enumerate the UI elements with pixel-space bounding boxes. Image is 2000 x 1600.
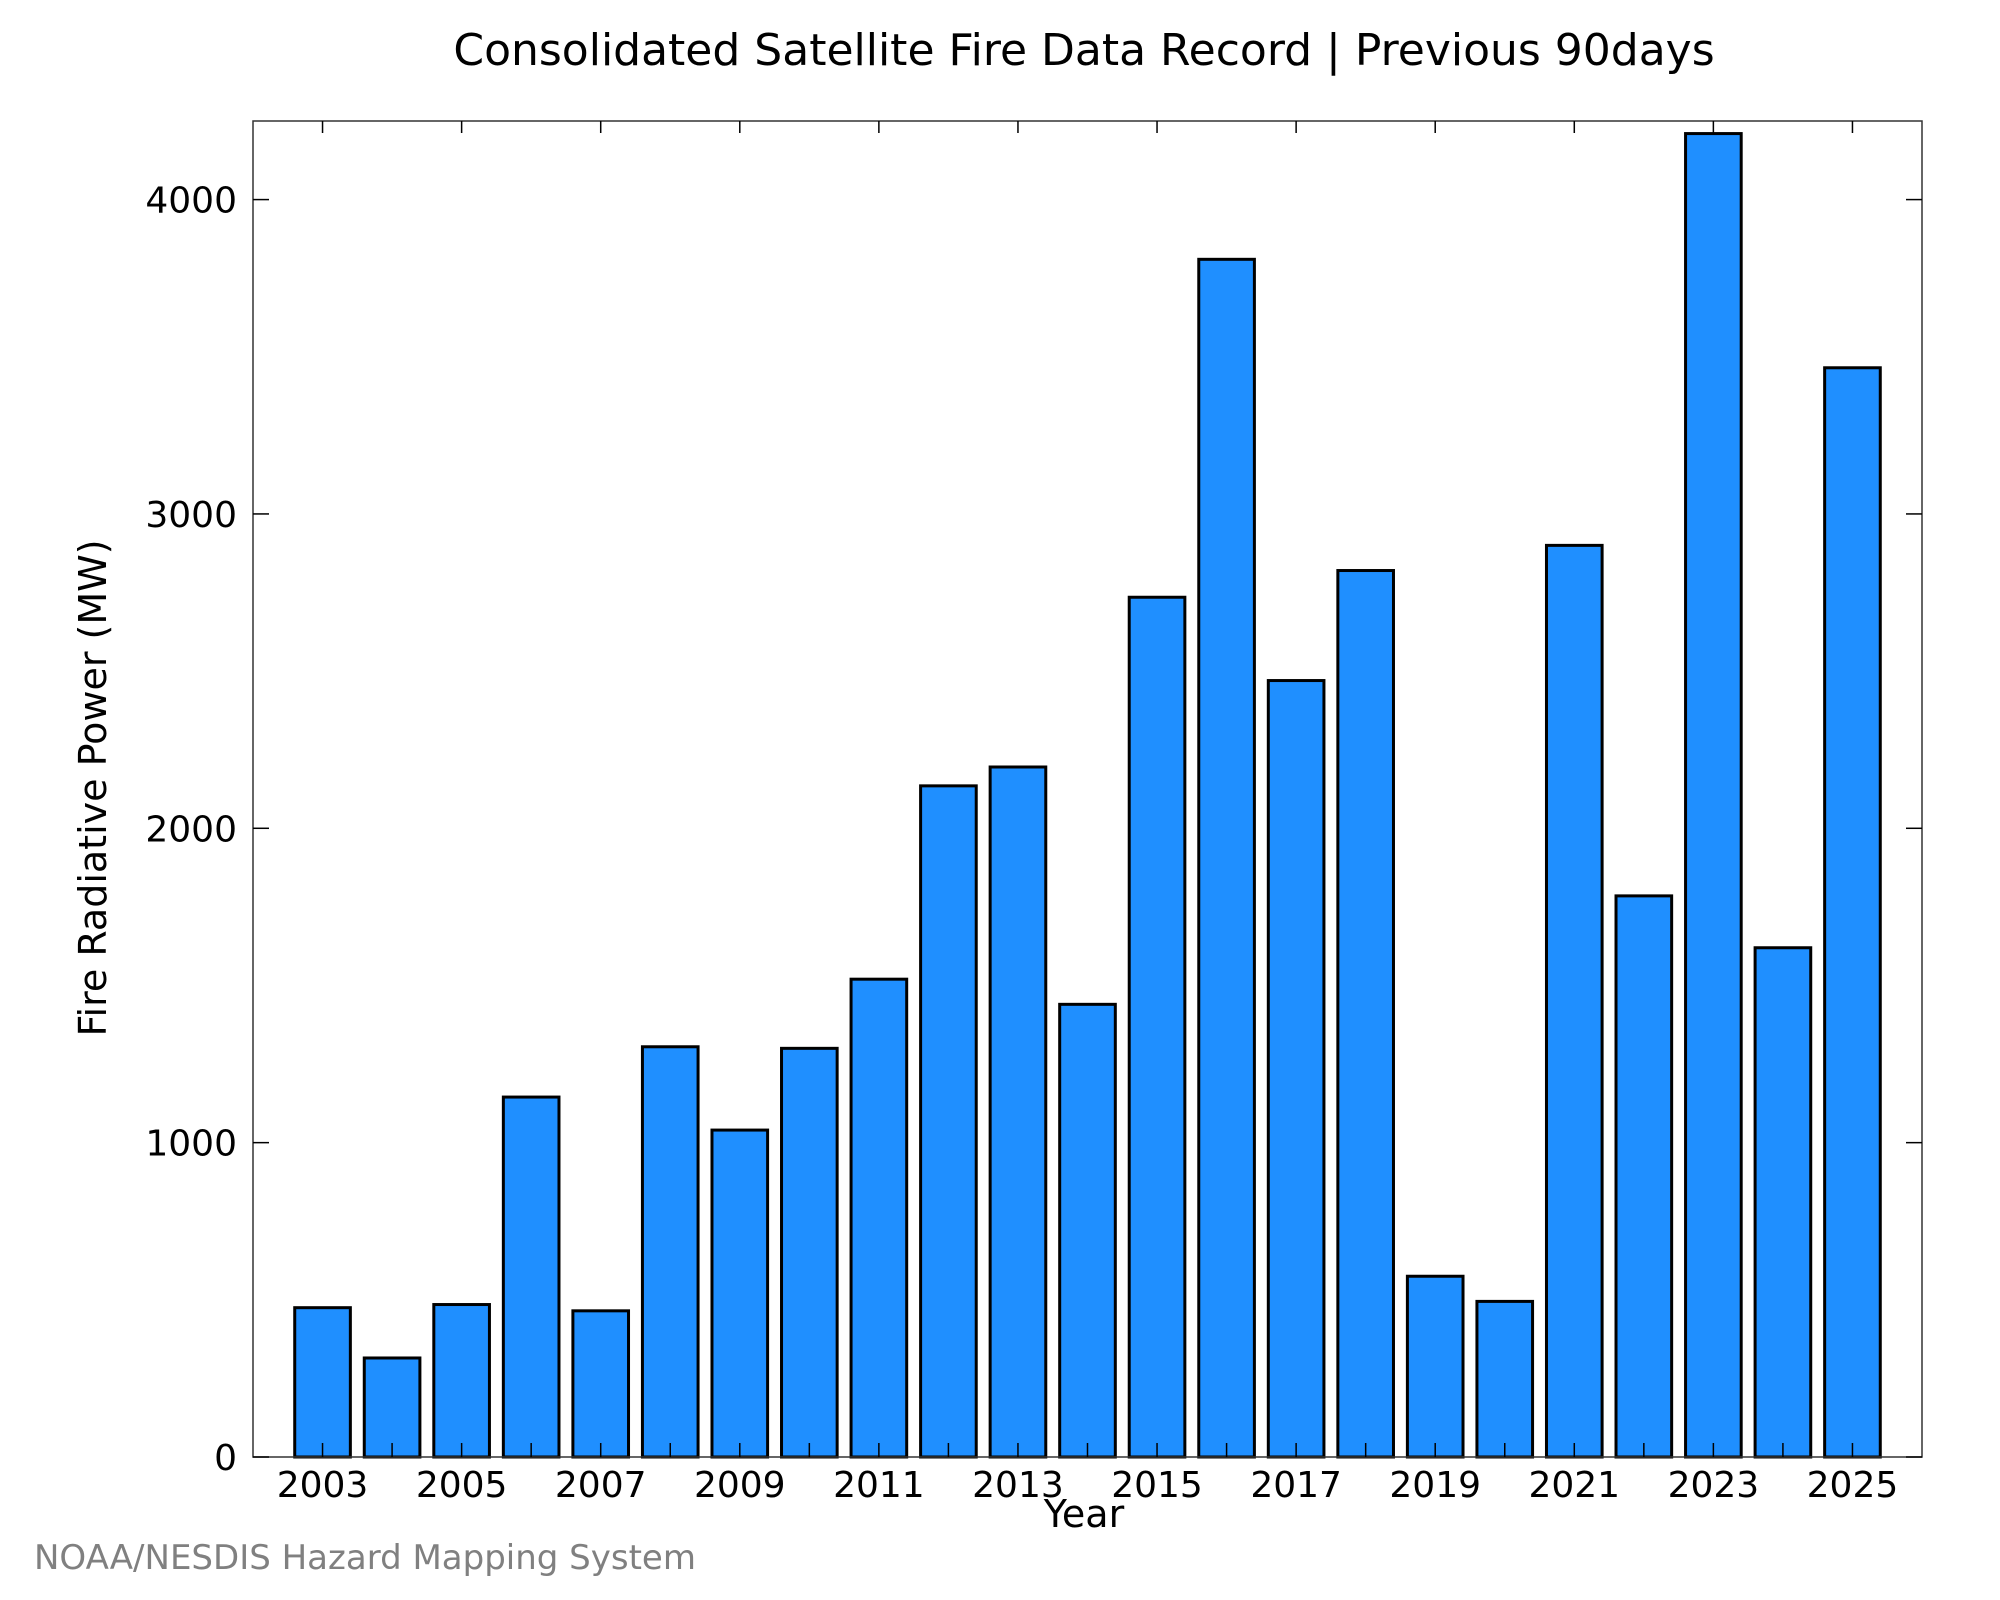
y-axis-label: Fire Radiative Power (MW) — [71, 539, 115, 1036]
y-tick-label: 1000 — [145, 1124, 237, 1165]
bar — [501, 1095, 561, 1459]
bar — [293, 1306, 352, 1459]
bar — [640, 1045, 700, 1459]
x-tick-label: 2013 — [972, 1465, 1064, 1506]
x-tick-label: 2025 — [1807, 1465, 1899, 1506]
bar — [919, 784, 978, 1459]
bar — [1544, 543, 1604, 1459]
x-tick-label: 2021 — [1528, 1465, 1620, 1506]
bar — [362, 1356, 422, 1459]
x-tick-label: 2017 — [1250, 1465, 1342, 1506]
x-tick-label: 2015 — [1111, 1465, 1203, 1506]
y-tick-label: 3000 — [145, 495, 237, 536]
x-tick-label: 2019 — [1389, 1465, 1481, 1506]
x-tick-label: 2011 — [833, 1465, 925, 1506]
bar — [710, 1128, 770, 1459]
bar — [1753, 946, 1813, 1459]
y-tick-label: 0 — [214, 1438, 237, 1479]
bar — [1058, 1002, 1117, 1459]
y-tick-label: 2000 — [145, 809, 237, 850]
chart-title: Consolidated Satellite Fire Data Record … — [453, 25, 1714, 76]
plot-area: 0 1000 2000 3000 4000 2003 2005 2007 2009 2011 201… — [145, 120, 1923, 1506]
bar — [780, 1046, 839, 1459]
x-tick-label: 2003 — [277, 1465, 369, 1506]
source-credit: NOAA/NESDIS Hazard Mapping System — [34, 1538, 696, 1578]
bar — [1266, 679, 1326, 1459]
bar — [1475, 1299, 1535, 1459]
bar — [1336, 569, 1395, 1459]
bar — [988, 765, 1048, 1459]
x-tick-label: 2023 — [1668, 1465, 1760, 1506]
bar — [1405, 1274, 1465, 1459]
bar — [1823, 366, 1882, 1459]
bar — [571, 1309, 631, 1459]
x-axis-label: Year — [1043, 1492, 1125, 1536]
bar — [432, 1303, 491, 1459]
bar — [1197, 257, 1256, 1459]
x-tick-label: 2007 — [555, 1465, 647, 1506]
bar — [1684, 132, 1743, 1459]
y-tick-label: 4000 — [145, 181, 237, 222]
bar — [1127, 595, 1187, 1459]
x-tick-label: 2005 — [416, 1465, 508, 1506]
bar — [849, 977, 909, 1459]
x-tick-label: 2009 — [694, 1465, 786, 1506]
bar — [1614, 894, 1674, 1459]
